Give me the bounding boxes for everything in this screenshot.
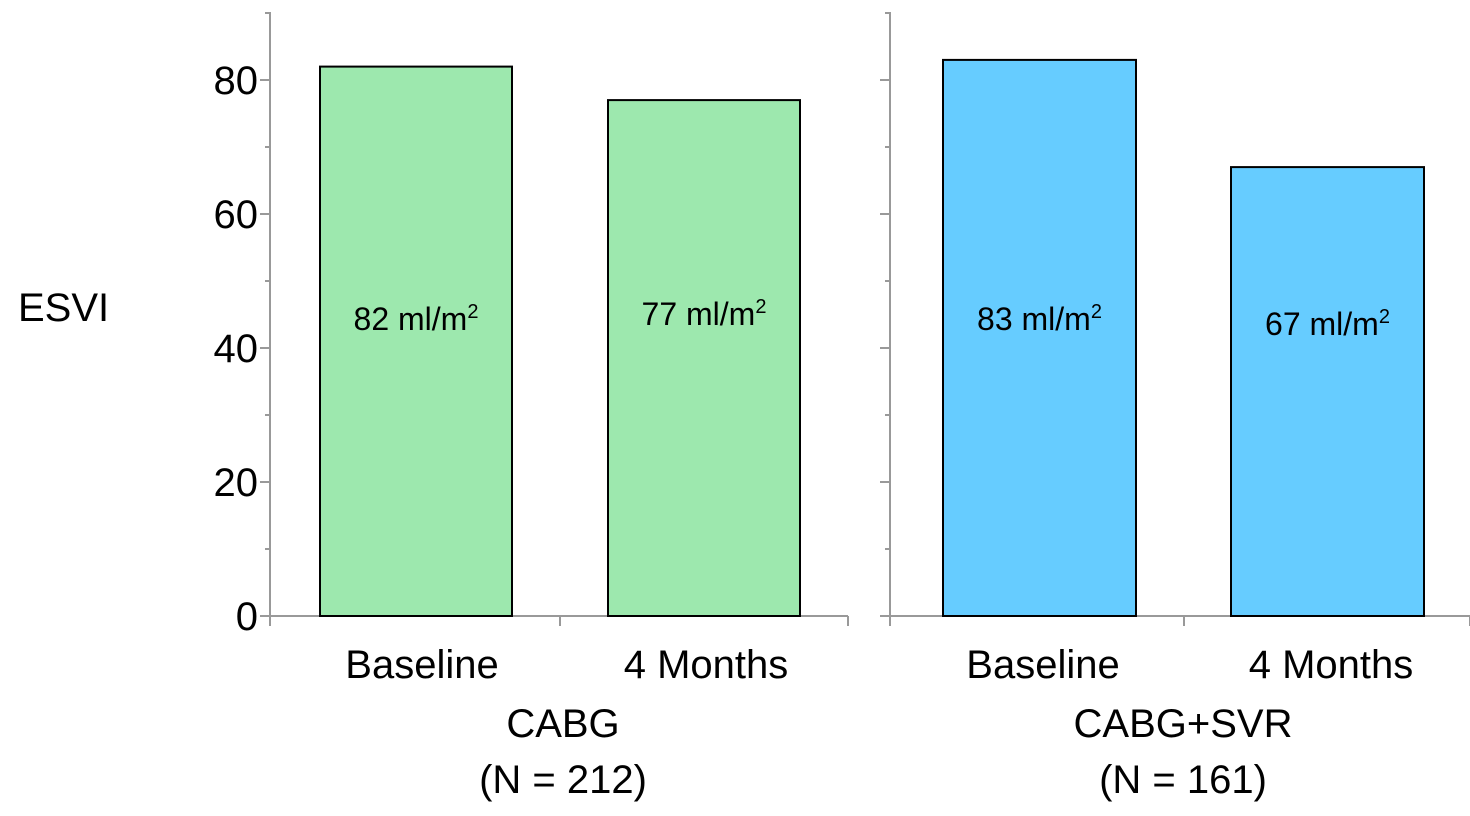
y-tick-label: 80: [214, 59, 259, 103]
bar: [319, 65, 513, 618]
x-category-label: Baseline: [966, 643, 1119, 687]
y-tick-label: 60: [214, 193, 259, 237]
y-tick-label: 40: [214, 327, 259, 371]
y-tick-label: 20: [214, 461, 259, 505]
group-n-label: (N = 212): [479, 758, 647, 802]
group-n-label: (N = 161): [1099, 758, 1267, 802]
bar-value-label: 77 ml/m2: [642, 296, 767, 332]
bar-value-label: 67 ml/m2: [1265, 306, 1390, 342]
bar: [1230, 166, 1425, 617]
x-category-label: 4 Months: [1249, 643, 1414, 687]
y-axis-label: ESVI: [18, 286, 109, 330]
bar-value-label: 82 ml/m2: [354, 301, 479, 337]
bar: [942, 58, 1137, 617]
group-label: CABG: [506, 702, 619, 746]
bar: [607, 99, 801, 618]
y-tick-label: 0: [236, 595, 258, 639]
group-label: CABG+SVR: [1074, 702, 1293, 746]
x-category-label: 4 Months: [624, 643, 789, 687]
x-category-label: Baseline: [345, 643, 498, 687]
bar-value-label: 83 ml/m2: [977, 301, 1102, 337]
